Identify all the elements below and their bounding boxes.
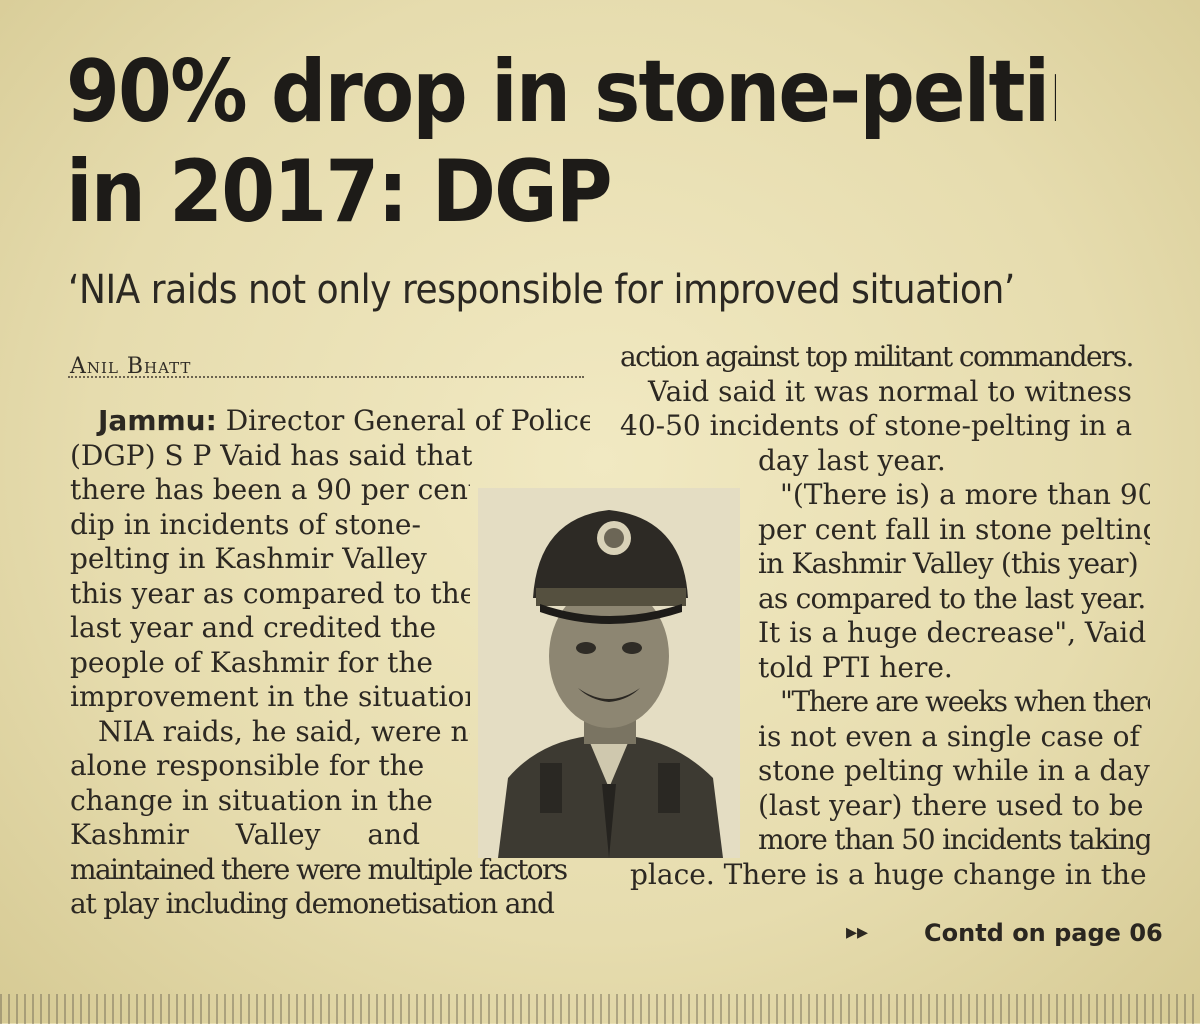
headline-line-1: 90% drop in stone-pelting	[66, 42, 1056, 142]
article-line: 40-50 incidents of stone-pelting in a	[620, 409, 1133, 442]
byline: Anil Bhatt	[70, 354, 192, 379]
article-line: alone responsible for the	[70, 749, 425, 782]
portrait-photo	[478, 488, 740, 858]
article-line: Jammu: Director General of Police	[70, 404, 590, 439]
continue-arrows-icon: ▸▸	[846, 920, 869, 945]
article-line: "There are weeks when there	[780, 685, 1150, 718]
article-line: is not even a single case of	[758, 719, 1140, 753]
article-line: more than 50 incidents taking	[758, 823, 1150, 856]
article-column-right: action against top militant commanders. …	[620, 340, 1150, 892]
article-line: this year as compared to the	[70, 576, 470, 610]
article-line: dip in incidents of stone-	[70, 507, 421, 541]
article-line: there has been a 90 per cent	[70, 473, 470, 506]
police-officer-portrait	[478, 488, 740, 858]
article-line: NIA raids, he said, were not	[98, 714, 470, 748]
dateline: Jammu:	[98, 404, 217, 437]
article-line-text: Director General of Police	[216, 404, 590, 437]
article-line: in Kashmir Valley (this year)	[758, 547, 1139, 580]
article-line: (DGP) S P Vaid has said that	[70, 438, 473, 472]
article-line: people of Kashmir for the	[70, 645, 433, 679]
article-line: It is a huge decrease", Vaid	[758, 616, 1147, 649]
continued-on-page: Contd on page 06	[924, 919, 1163, 947]
article-line: told PTI here.	[758, 650, 953, 684]
headline-line-2: in 2017: DGP	[66, 142, 613, 242]
article-line: (last year) there used to be	[758, 788, 1144, 822]
headline: 90% drop in stone-pelting in 2017: DGP	[66, 42, 1056, 242]
article-line: day last year.	[758, 443, 946, 477]
article-line: place. There is a huge change in the	[630, 857, 1147, 891]
byline-divider	[68, 376, 584, 378]
article-line: improvement in the situation.	[70, 680, 470, 713]
article-line: last year and credited the	[70, 611, 437, 644]
article-line: Vaid said it was normal to witness	[648, 374, 1132, 408]
article-line: pelting in Kashmir Valley	[70, 542, 427, 575]
article-line: change in situation in the	[70, 783, 433, 817]
article-line: action against top militant commanders.	[620, 340, 1134, 373]
article-line: maintained there were multiple factors	[70, 852, 568, 886]
article-line: at play including demonetisation and	[70, 887, 555, 920]
article-line: per cent fall in stone pelting	[758, 512, 1150, 546]
article-column-left: Jammu: Director General of Police (DGP) …	[70, 404, 590, 922]
article-line: Kashmir Valley and	[70, 818, 420, 851]
article-line: "(There is) a more than 90	[780, 478, 1150, 511]
bottom-border	[0, 994, 1200, 1024]
article-line: stone pelting while in a day	[758, 754, 1150, 787]
article-line: as compared to the last year.	[758, 581, 1146, 615]
subheadline: ‘NIA raids not only responsible for impr…	[68, 267, 1015, 313]
